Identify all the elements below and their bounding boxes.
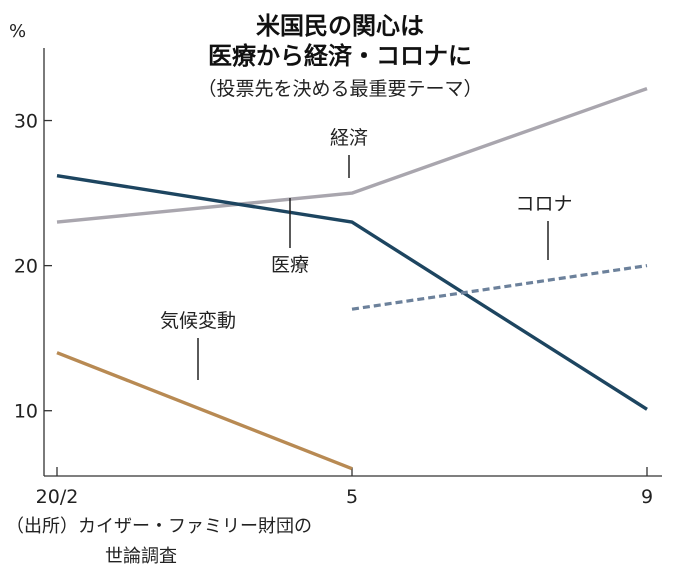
source-note-line2: 世論調査: [105, 546, 177, 567]
x-tick-label: 5: [346, 486, 358, 508]
chart-title-line1: 米国民の関心は: [256, 12, 424, 40]
series-label-economy: 経済: [330, 127, 368, 149]
series-label-corona: コロナ: [515, 193, 572, 215]
y-unit-label: %: [9, 21, 26, 42]
y-tick-label: 10: [14, 401, 38, 423]
series-line-2: [351, 264, 648, 311]
series-line-1: [56, 174, 648, 411]
y-tick-label: 20: [14, 256, 38, 278]
series-line-0: [56, 86, 648, 224]
x-tick-label: 9: [641, 486, 653, 508]
series-lines: [56, 86, 648, 471]
y-ticks: 10 20 30: [14, 111, 52, 423]
source-note-line1: （出所）カイザー・ファミリー財団の: [6, 516, 312, 537]
chart-subtitle: （投票先を決める最重要テーマ）: [197, 78, 482, 100]
series-line-3: [56, 351, 353, 471]
series-label-healthcare: 医療: [271, 254, 309, 276]
y-tick-label: 30: [14, 111, 38, 133]
x-tick-label: 20/2: [36, 486, 79, 508]
series-label-climate: 気候変動: [160, 310, 236, 332]
chart-title-line2: 医療から経済・コロナに: [208, 42, 472, 70]
x-ticks: 20/2 5 9: [36, 467, 653, 508]
